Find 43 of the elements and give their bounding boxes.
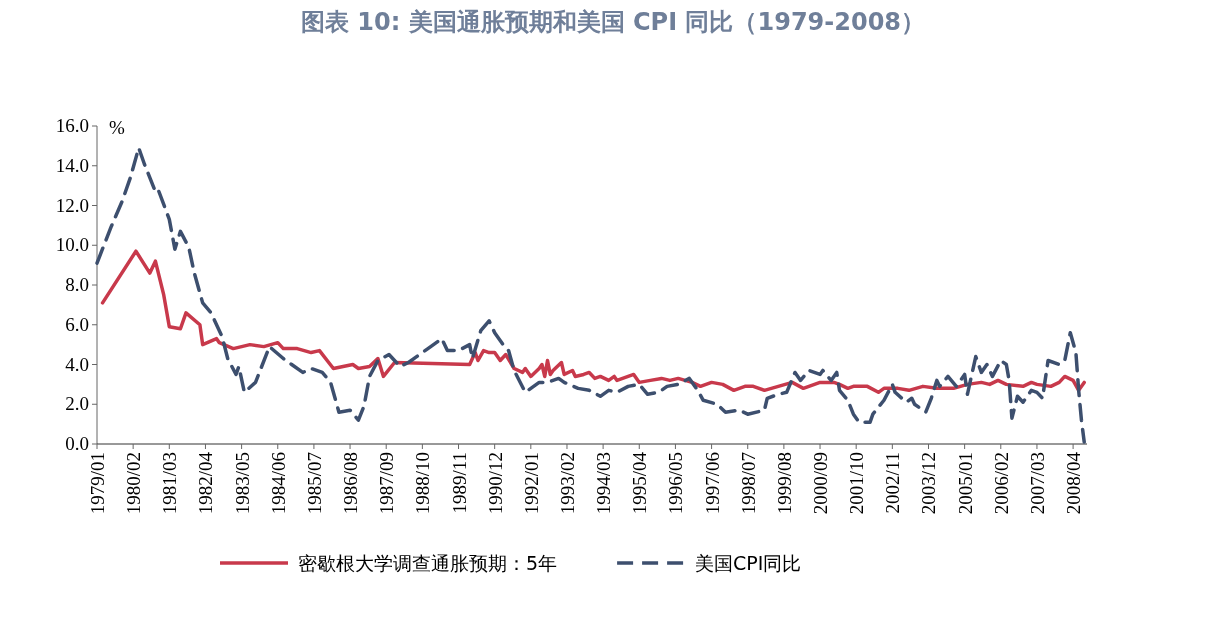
y-tick-label: 14.0 [55, 154, 89, 176]
x-tick-label: 1987/09 [376, 452, 398, 515]
x-tick-label: 2000/09 [810, 452, 832, 515]
x-tick-label: 1989/11 [448, 452, 470, 514]
x-tick-label: 1981/03 [159, 452, 181, 515]
y-tick-label: 6.0 [65, 313, 89, 335]
x-tick-label: 1997/06 [701, 452, 723, 515]
x-tick-label: 1988/10 [412, 452, 434, 515]
y-tick-label: 4.0 [65, 353, 89, 375]
y-tick-label: 12.0 [55, 194, 89, 216]
x-tick-label: 1999/08 [773, 452, 795, 515]
x-tick-label: 2005/01 [954, 452, 976, 515]
x-tick-label: 1982/04 [195, 451, 217, 515]
x-tick-label: 1979/01 [87, 452, 108, 515]
line-series [100, 249, 1086, 395]
x-tick-label: 1995/04 [629, 451, 651, 515]
x-tick-label: 1990/12 [484, 452, 506, 515]
x-tick-label: 2006/02 [990, 452, 1012, 515]
y-tick-label: 0.0 [65, 433, 89, 454]
x-tick-label: 1993/02 [556, 452, 578, 515]
y-tick-label: 10.0 [55, 234, 89, 256]
legend-label: 美国CPI同比 [695, 552, 802, 574]
x-tick-label: 1996/05 [665, 452, 687, 515]
y-tick-label: 8.0 [65, 274, 89, 295]
y-tick-label: 16.0 [55, 115, 89, 136]
x-tick-label: 2002/11 [882, 452, 904, 514]
x-tick-label: 1986/08 [340, 452, 362, 515]
x-tick-label: 1994/03 [593, 452, 615, 515]
chart-title: 图表 10: 美国通胀预期和美国 CPI 同比（1979-2008） [300, 8, 926, 36]
x-tick-label: 1985/07 [303, 452, 325, 515]
x-tick-label: 1980/02 [123, 452, 145, 515]
x-tick-label: 1998/07 [737, 452, 759, 515]
x-tick-label: 1984/06 [267, 452, 289, 515]
x-tick-label: 2008/04 [1063, 451, 1085, 515]
y-tick-label: 2.0 [65, 393, 89, 415]
legend-label: 密歇根大学调查通胀预期：5年 [298, 552, 558, 574]
x-tick-label: 1983/05 [231, 452, 253, 515]
x-tick-label: 2001/10 [846, 452, 868, 515]
x-tick-label: 2007/03 [1026, 452, 1048, 515]
line-series [95, 146, 1086, 444]
x-tick-label: 1992/01 [520, 452, 542, 515]
x-tick-label: 2003/12 [918, 452, 940, 515]
y-axis-title: % [109, 117, 126, 138]
